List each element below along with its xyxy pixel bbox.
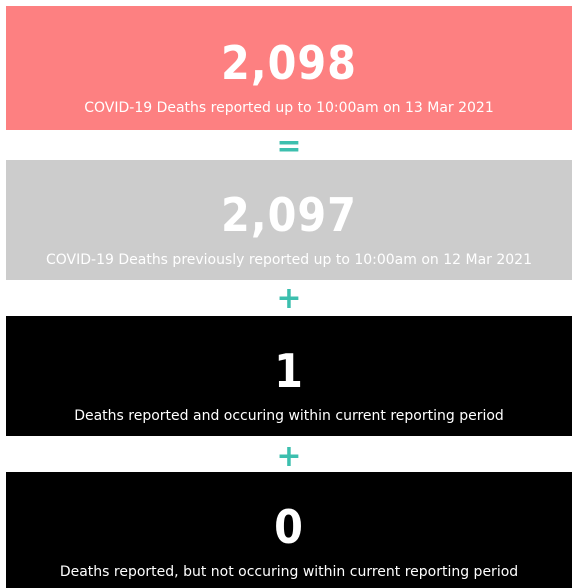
current-label: Deaths reported and occuring within curr…	[74, 408, 504, 424]
total-label: COVID-19 Deaths reported up to 10:00am o…	[84, 100, 494, 116]
current-value: 1	[274, 344, 304, 398]
plus-sign: +	[276, 439, 302, 474]
other-label: Deaths reported, but not occuring within…	[59, 564, 519, 580]
plus-sign: +	[276, 281, 302, 316]
current-card: 1 Deaths reported and occuring within cu…	[6, 316, 572, 436]
other-value: 0	[274, 500, 304, 554]
total-value: 2,098	[221, 36, 357, 90]
previous-value: 2,097	[221, 188, 357, 242]
previous-card: 2,097 COVID-19 Deaths previously reporte…	[6, 160, 572, 280]
other-card: 0 Deaths reported, but not occuring with…	[6, 472, 572, 588]
equals-sign: =	[276, 129, 302, 164]
total-card: 2,098 COVID-19 Deaths reported up to 10:…	[6, 6, 572, 130]
previous-label: COVID-19 Deaths previously reported up t…	[46, 252, 532, 268]
